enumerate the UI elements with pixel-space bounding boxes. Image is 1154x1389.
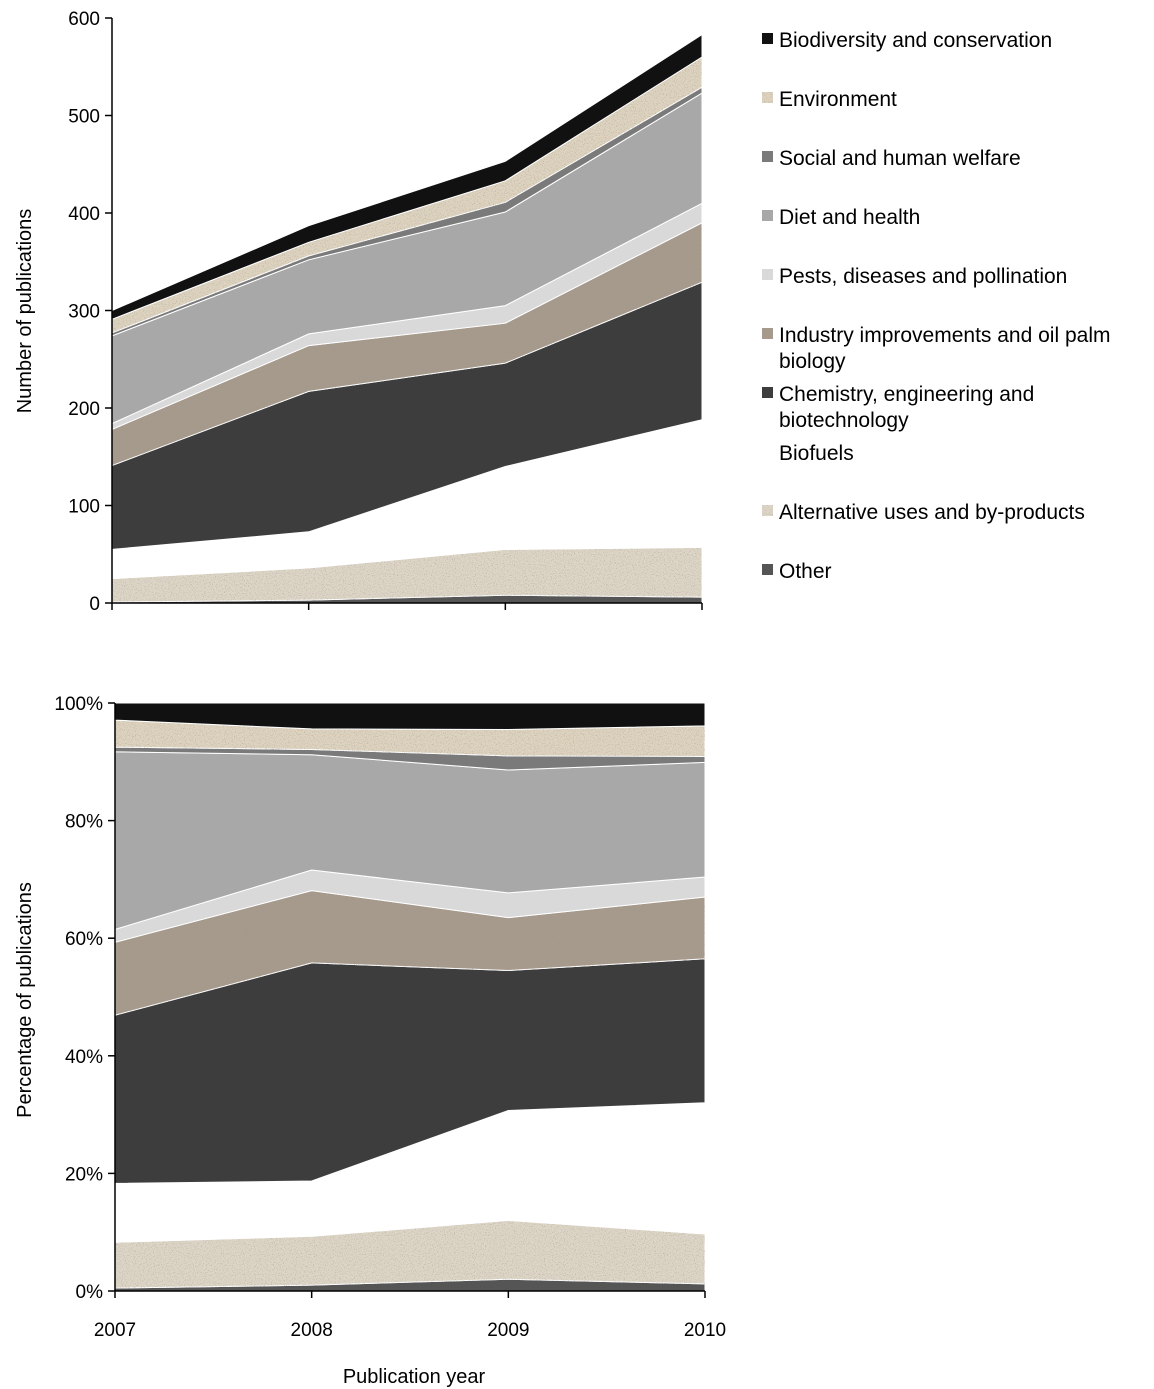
legend-label: Biodiversity and conservation (779, 29, 1052, 52)
bot-y-tick-label: 0% (76, 1282, 104, 1303)
top-y-ticks: 0 100 200 300 400 500 600 (68, 9, 112, 615)
legend-entry-biodiversity: Biodiversity and conservation (762, 29, 1052, 52)
top-x-ticks (111, 603, 703, 610)
legend-swatch-environment (762, 92, 773, 103)
top-y-tick-label: 200 (68, 399, 100, 420)
legend-entry-environment: Environment (762, 88, 897, 111)
legend-entry-biofuels: Biofuels (779, 442, 854, 465)
legend-label: Social and human welfare (779, 147, 1021, 170)
legend-swatch-diet (762, 210, 773, 221)
bot-x-tick-label: 2008 (291, 1320, 333, 1341)
top-y-tick-label: 300 (68, 302, 100, 323)
top-y-tick-label: 600 (68, 9, 100, 30)
top-y-tick-label: 100 (68, 497, 100, 518)
legend-entry-pests: Pests, diseases and pollination (762, 265, 1067, 288)
legend-entry-diet: Diet and health (762, 206, 920, 229)
bot-x-tick-label: 2010 (684, 1320, 726, 1341)
legend-label: Biofuels (779, 442, 854, 465)
bottom-x-ticks: 2007 2008 2009 2010 (94, 1291, 726, 1341)
publications-percentage-chart: 0% 20% 40% 60% 80% 100% 2007 2008 2009 2010 Perc… (14, 694, 726, 1388)
legend-label: Environment (779, 88, 897, 111)
bot-y-tick-label: 60% (65, 929, 103, 950)
legend-label: Chemistry, engineering and (779, 383, 1034, 406)
legend-label: biology (779, 350, 846, 373)
bot-y-tick-label: 20% (65, 1164, 103, 1185)
legend-label: Pests, diseases and pollination (779, 265, 1067, 288)
top-area-layers (111, 33, 703, 604)
legend-label: biotechnology (779, 409, 909, 432)
legend-label: Alternative uses and by-products (779, 501, 1085, 524)
bot-y-tick-label: 40% (65, 1047, 103, 1068)
legend-entry-social: Social and human welfare (762, 147, 1021, 170)
legend-label: Diet and health (779, 206, 920, 229)
top-y-tick-label: 0 (89, 594, 100, 615)
bot-x-tick-label: 2009 (487, 1320, 529, 1341)
bottom-y-ticks: 0% 20% 40% 60% 80% 100% (54, 694, 115, 1303)
legend-swatch-industry (762, 328, 773, 339)
bottom-area-layers (114, 702, 706, 1292)
top-y-axis-title: Number of publications (14, 209, 36, 414)
legend-entry-alternative: Alternative uses and by-products (762, 501, 1085, 524)
top-area-biodiversity (111, 33, 703, 321)
legend-swatch-alternative (762, 505, 773, 516)
bottom-y-axis-title: Percentage of publications (14, 882, 36, 1118)
bot-area-biodiversity (114, 702, 706, 731)
bot-y-tick-label: 80% (65, 812, 103, 833)
legend-entry-chemistry: Chemistry, engineering and biotechnology (762, 383, 1034, 432)
publications-count-chart: 0 100 200 300 400 500 600 Number of publicatio… (14, 9, 703, 615)
legend-entry-industry: Industry improvements and oil palm biolog… (762, 324, 1110, 373)
legend-swatch-pests (762, 269, 773, 280)
top-y-tick-label: 500 (68, 107, 100, 128)
legend-label: Industry improvements and oil palm (779, 324, 1110, 347)
legend: Biodiversity and conservation Environment… (762, 29, 1110, 583)
legend-label: Other (779, 560, 832, 583)
legend-swatch-biodiversity (762, 33, 773, 44)
bot-x-tick-label: 2007 (94, 1320, 136, 1341)
legend-swatch-chemistry (762, 387, 773, 398)
legend-entry-other: Other (762, 560, 832, 583)
bottom-x-axis-title: Publication year (343, 1366, 486, 1388)
bot-y-tick-label: 100% (54, 694, 103, 715)
legend-swatch-other (762, 564, 773, 575)
legend-swatch-social (762, 151, 773, 162)
top-y-tick-label: 400 (68, 204, 100, 225)
